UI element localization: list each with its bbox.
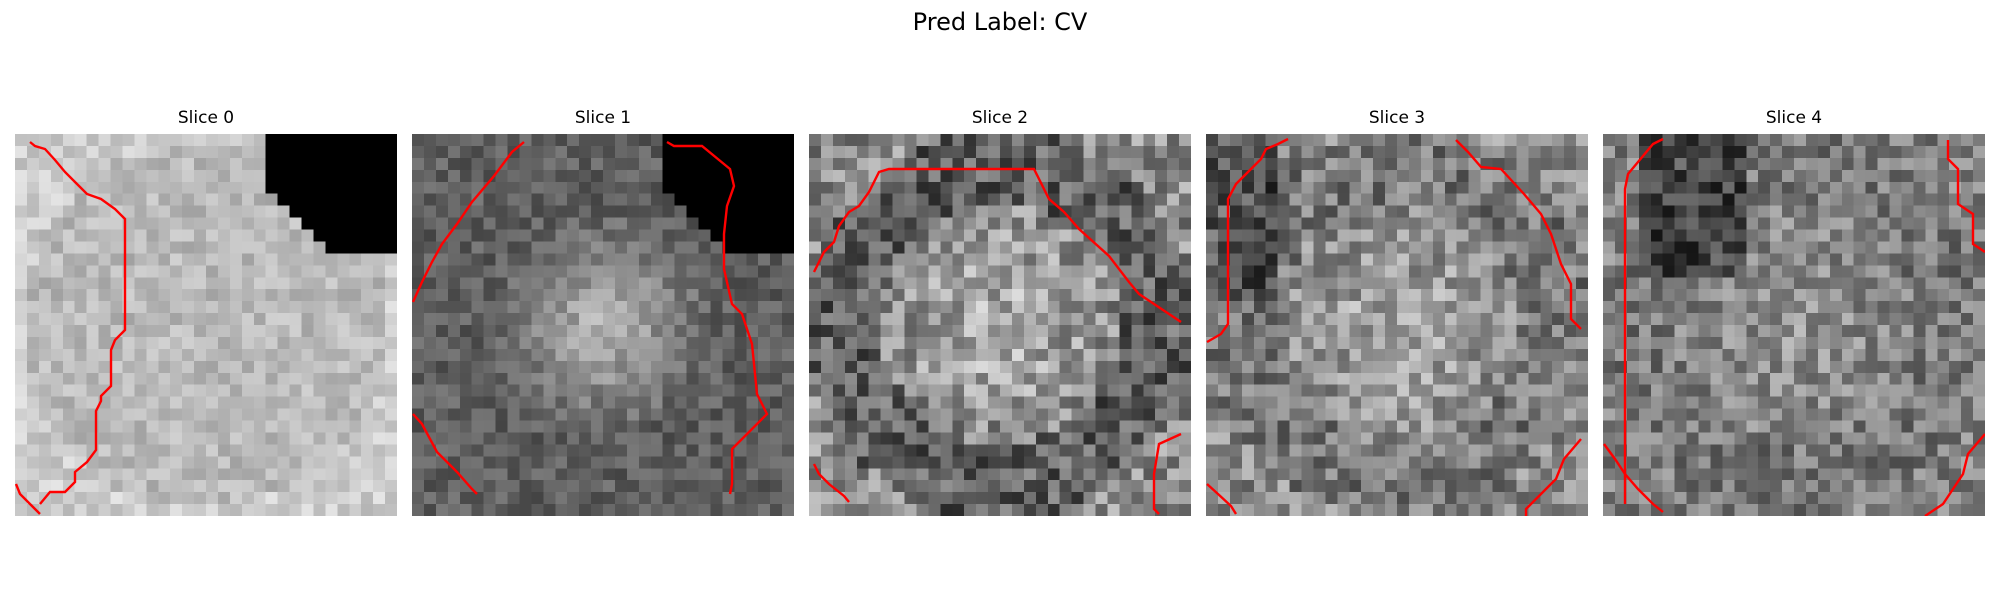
segmentation-contour — [1206, 137, 1582, 516]
panel-slice-0: Slice 0 — [15, 107, 397, 516]
panel-slice-4: Slice 4 — [1603, 107, 1985, 516]
slice-image — [1206, 134, 1588, 516]
segmentation-contour — [15, 141, 127, 515]
figure-title: Pred Label: CV — [912, 8, 1088, 36]
slice-image — [15, 134, 397, 516]
segmentation-contour — [812, 167, 1182, 515]
panel-slice-3: Slice 3 — [1206, 107, 1588, 516]
slice-image — [412, 134, 794, 516]
panel-title: Slice 2 — [971, 108, 1029, 128]
grayscale-slice — [1603, 134, 1985, 516]
panel-title: Slice 4 — [1765, 108, 1823, 128]
grayscale-slice — [1206, 134, 1588, 516]
panel-slice-1: Slice 1 — [412, 107, 794, 516]
segmentation-contour — [1603, 137, 1985, 516]
grayscale-slice — [15, 134, 397, 516]
panel-slice-2: Slice 2 — [809, 107, 1191, 516]
panel-title: Slice 3 — [1368, 108, 1426, 128]
slice-image — [1603, 134, 1985, 516]
grayscale-slice — [809, 134, 1191, 516]
slice-image — [809, 134, 1191, 516]
panel-title: Slice 0 — [177, 108, 235, 128]
panel-title: Slice 1 — [574, 108, 632, 128]
segmentation-contour — [412, 140, 769, 495]
